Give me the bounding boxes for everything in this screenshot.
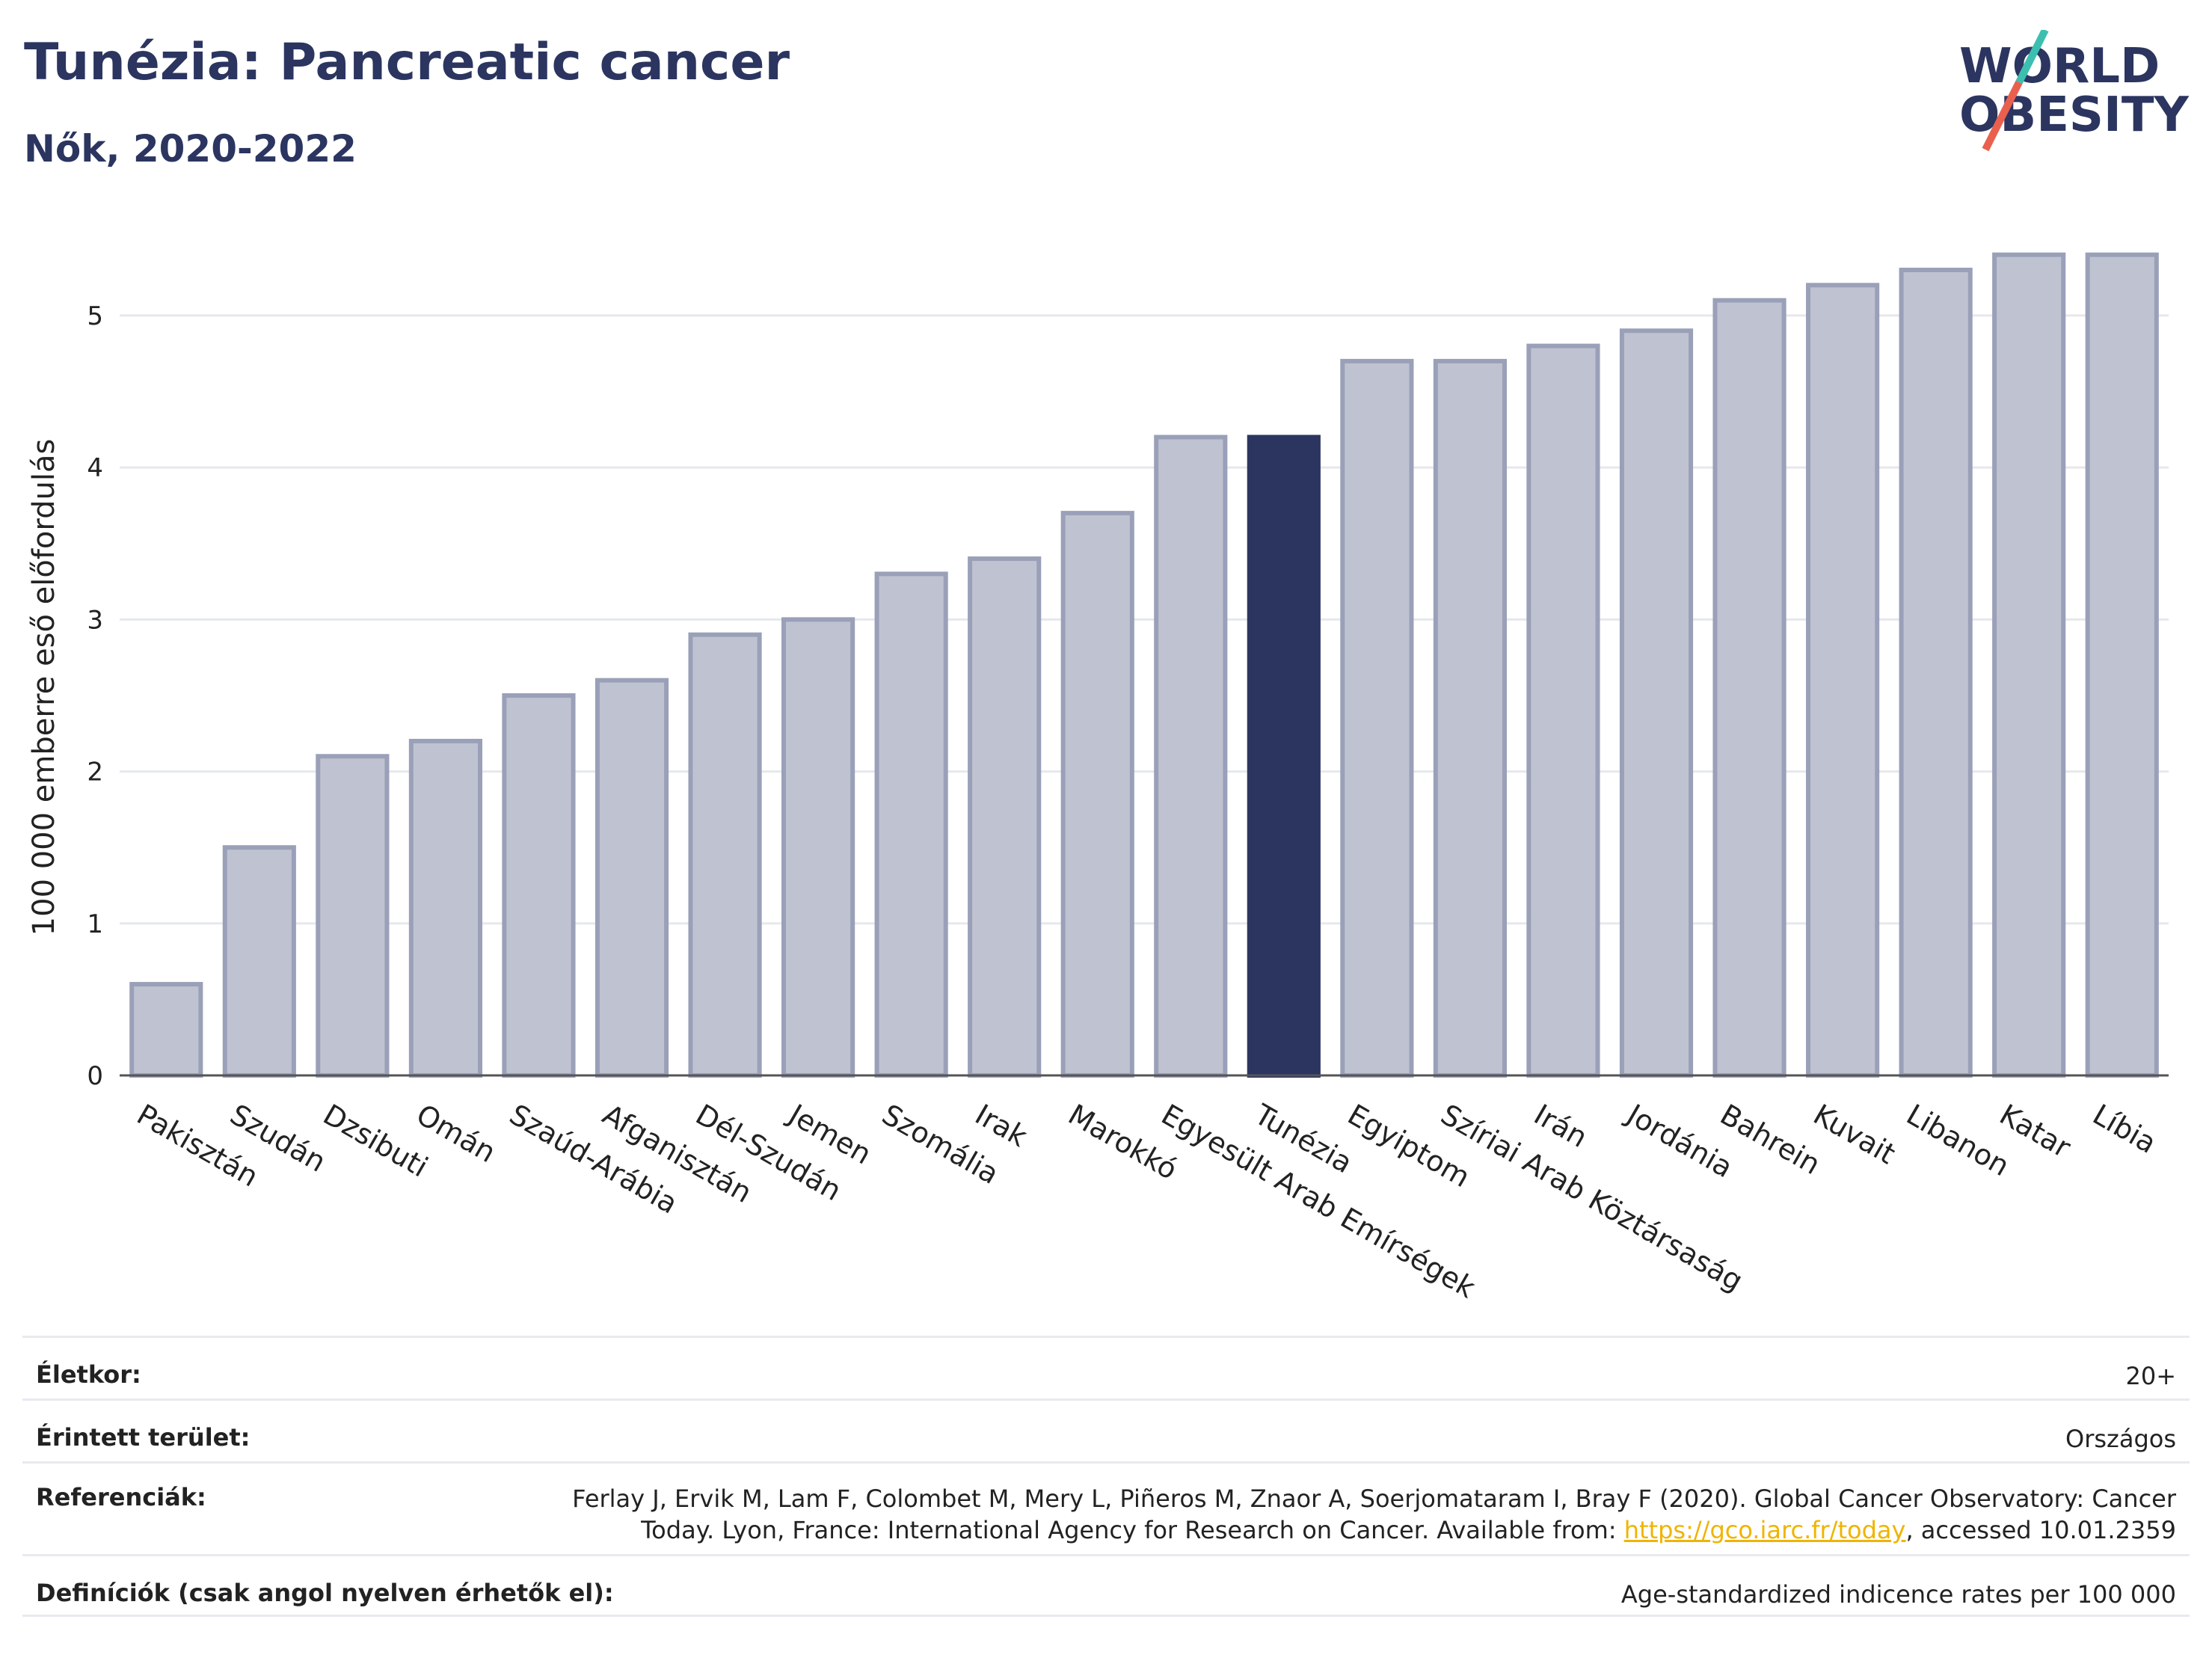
info-row-references: Referenciák: Ferlay J, Ervik M, Lam F, C… xyxy=(22,1461,2190,1554)
bar-pakiszt-n xyxy=(129,982,203,1078)
bar-jemen xyxy=(781,617,855,1078)
info-row-area: Érintett terület: Országos xyxy=(22,1398,2190,1461)
x-tick-label: Irán xyxy=(1529,1098,1593,1154)
bar-kuvait xyxy=(1806,283,1880,1078)
y-tick-label: 3 xyxy=(87,605,103,635)
y-tick-label: 5 xyxy=(87,301,103,331)
x-tick-label: Dzsibuti xyxy=(318,1098,434,1184)
bar-afganiszt-n xyxy=(595,678,669,1078)
bar-irak xyxy=(968,556,1042,1078)
info-label-definitions: Definíciók (csak angol nyelven érhetők e… xyxy=(36,1579,614,1607)
x-tick-label: Libanon xyxy=(1901,1098,2015,1182)
info-row-age: Életkor: 20+ xyxy=(22,1336,2190,1398)
y-tick-label: 4 xyxy=(87,453,103,483)
info-label-references: Referenciák: xyxy=(36,1483,206,1511)
bar-l-bia xyxy=(2085,252,2159,1078)
x-tick-label: Líbia xyxy=(2087,1098,2162,1160)
bar-bahrein xyxy=(1712,298,1787,1078)
x-tick-label: Irak xyxy=(970,1098,1033,1153)
reference-text: Ferlay J, Ervik M, Lam F, Colombet M, Me… xyxy=(572,1484,2176,1544)
y-axis-title: 100 000 emberre eső előfordulás xyxy=(27,439,61,936)
reference-accessed: , accessed 10.01.2359 xyxy=(1905,1516,2176,1544)
y-axis-ticks: 0 1 2 3 4 5 xyxy=(87,301,103,1091)
x-tick-label: Jordánia xyxy=(1620,1097,1739,1184)
bar-jord-nia xyxy=(1619,328,1694,1078)
y-tick-label: 0 xyxy=(87,1061,103,1091)
chart-subtitle: Nők, 2020-2022 xyxy=(24,127,357,171)
bar-egyes-lt-arab-em-rs-gek xyxy=(1154,435,1228,1078)
info-value-age: 20+ xyxy=(2125,1362,2176,1390)
bar-ir-n xyxy=(1526,343,1600,1078)
bar-szom-lia xyxy=(874,571,948,1078)
info-value-area: Országos xyxy=(2065,1425,2176,1453)
bar-d-l-szud-n xyxy=(688,632,762,1078)
info-label-age: Életkor: xyxy=(36,1360,141,1389)
bar-sza-d-ar-bia xyxy=(502,693,576,1078)
bar-dzsibuti xyxy=(316,754,390,1078)
x-tick-label: Szíriai Arab Köztársaság xyxy=(1435,1098,1748,1298)
y-tick-label: 2 xyxy=(87,758,103,787)
x-tick-label: Bahrein xyxy=(1715,1098,1826,1181)
chart-title: Tunézia: Pancreatic cancer xyxy=(24,33,790,92)
info-table: Életkor: 20+ Érintett terület: Országos … xyxy=(22,1336,2190,1617)
bars xyxy=(129,252,2159,1078)
info-value-references: Ferlay J, Ervik M, Lam F, Colombet M, Me… xyxy=(568,1483,2176,1546)
x-tick-label: Kuvait xyxy=(1808,1098,1901,1170)
bar-om-n xyxy=(408,738,482,1078)
info-label-area: Érintett terület: xyxy=(36,1423,251,1452)
world-obesity-logo: WORLD OBESITY xyxy=(1959,30,2189,152)
bar-libanon xyxy=(1899,267,1973,1078)
bar-katar xyxy=(1992,252,2066,1078)
bar-tun-zia xyxy=(1247,435,1321,1078)
y-tick-label: 1 xyxy=(87,909,103,939)
info-row-definitions: Definíciók (csak angol nyelven érhetők e… xyxy=(22,1554,2190,1617)
bar-marokk- xyxy=(1060,511,1134,1078)
reference-link[interactable]: https://gco.iarc.fr/today xyxy=(1623,1516,1906,1544)
logo-line1: WORLD xyxy=(1959,39,2160,94)
bar-szud-n xyxy=(222,845,296,1078)
bar-sz-riai-arab-k-zt-rsas-g xyxy=(1433,358,1507,1078)
info-value-definitions: Age-standardized indicence rates per 100… xyxy=(1620,1580,2176,1609)
bar-egyiptom xyxy=(1340,358,1414,1078)
